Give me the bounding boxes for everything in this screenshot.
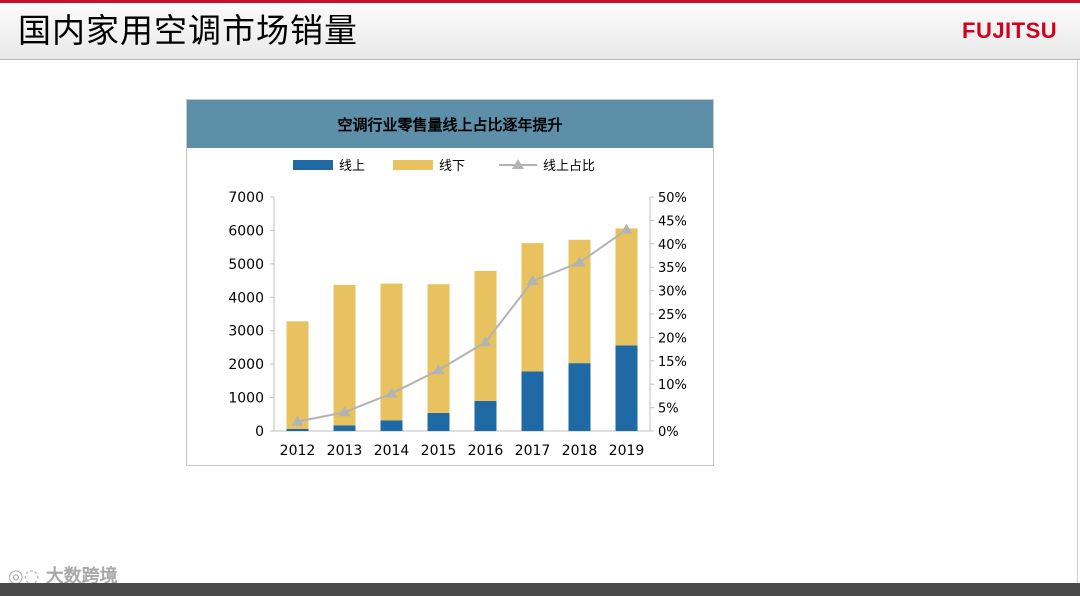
bar-offline: [380, 283, 403, 421]
share-marker: [338, 406, 351, 417]
y-tick-label: 5000: [228, 257, 264, 273]
legend-marker-share: [512, 159, 524, 169]
bar-online: [380, 420, 403, 431]
y2-tick-label: 45%: [658, 214, 687, 229]
y2-tick-label: 35%: [658, 261, 687, 276]
bar-online: [615, 345, 638, 431]
fujitsu-logo: FUJITSU: [962, 18, 1058, 43]
x-tick-label: 2015: [421, 443, 457, 459]
chart-title: 空调行业零售量线上占比逐年提升: [187, 100, 713, 148]
x-tick-label: 2013: [327, 443, 363, 459]
y-tick-label: 3000: [228, 324, 264, 340]
bar-online: [568, 363, 591, 431]
y2-tick-label: 25%: [658, 308, 687, 323]
watermark: ◎◌ 大数跨境: [8, 562, 118, 588]
share-marker: [479, 336, 492, 347]
legend-label-share: 线上占比: [543, 159, 595, 174]
bar-offline: [568, 239, 591, 364]
bar-online: [333, 425, 356, 431]
y2-tick-label: 5%: [658, 402, 679, 417]
share-marker: [526, 275, 539, 286]
bar-offline: [286, 321, 309, 429]
slide-border: [1077, 60, 1078, 584]
legend-label-online: 线上: [339, 159, 365, 174]
share-line: [297, 228, 628, 423]
x-tick-label: 2012: [280, 443, 316, 459]
watermark-logo-icon: ◎◌: [8, 566, 46, 587]
bar-online: [521, 371, 544, 431]
x-tick-label: 2019: [609, 443, 645, 459]
bottom-bar: [0, 583, 1080, 596]
y-tick-label: 2000: [228, 357, 264, 373]
y2-tick-label: 30%: [658, 285, 687, 300]
y2-tick-label: 15%: [658, 355, 687, 370]
y2-tick-label: 50%: [658, 191, 687, 206]
slide-header: 国内家用空调市场销量 FUJITSU: [0, 3, 1080, 60]
legend-swatch-online: [293, 160, 333, 170]
bar-offline: [427, 284, 450, 413]
top-accent-rule: [0, 0, 1080, 3]
y-tick-label: 1000: [228, 391, 264, 407]
share-marker: [432, 364, 445, 375]
legend-swatch-offline: [393, 160, 433, 170]
x-tick-label: 2017: [515, 443, 551, 459]
bar-offline: [521, 243, 544, 372]
y2-tick-label: 40%: [658, 238, 687, 253]
page-title: 国内家用空调市场销量: [18, 11, 358, 50]
bar-online: [286, 428, 309, 431]
share-marker: [291, 415, 304, 426]
y2-tick-label: 10%: [658, 378, 687, 393]
watermark-text: 大数跨境: [45, 566, 118, 587]
bar-offline: [474, 270, 497, 401]
stacked-bar-line-chart: 0 1000 2000 3000 4000 5000 6000 7000 0% 5% 10% 15% 2…: [228, 159, 687, 459]
x-tick-label: 2016: [468, 443, 504, 459]
chart-figure: 空调行业零售量线上占比逐年提升 0 1000 2000 3000 4000 5000 600…: [186, 99, 714, 466]
x-tick-label: 2018: [562, 443, 598, 459]
bar-online: [427, 412, 450, 431]
y-tick-label: 0: [255, 424, 264, 440]
share-marker: [620, 223, 633, 234]
x-tick-label: 2014: [374, 443, 410, 459]
y2-tick-label: 0%: [658, 425, 679, 440]
bar-online: [474, 400, 497, 431]
legend-label-offline: 线下: [439, 159, 465, 174]
share-marker: [385, 387, 398, 398]
bar-offline: [333, 284, 356, 426]
bar-offline: [615, 228, 638, 346]
y2-tick-label: 20%: [658, 331, 687, 346]
y-tick-label: 7000: [228, 190, 264, 206]
y-tick-label: 6000: [228, 223, 264, 239]
share-marker: [573, 256, 586, 267]
y-tick-label: 4000: [228, 290, 264, 306]
